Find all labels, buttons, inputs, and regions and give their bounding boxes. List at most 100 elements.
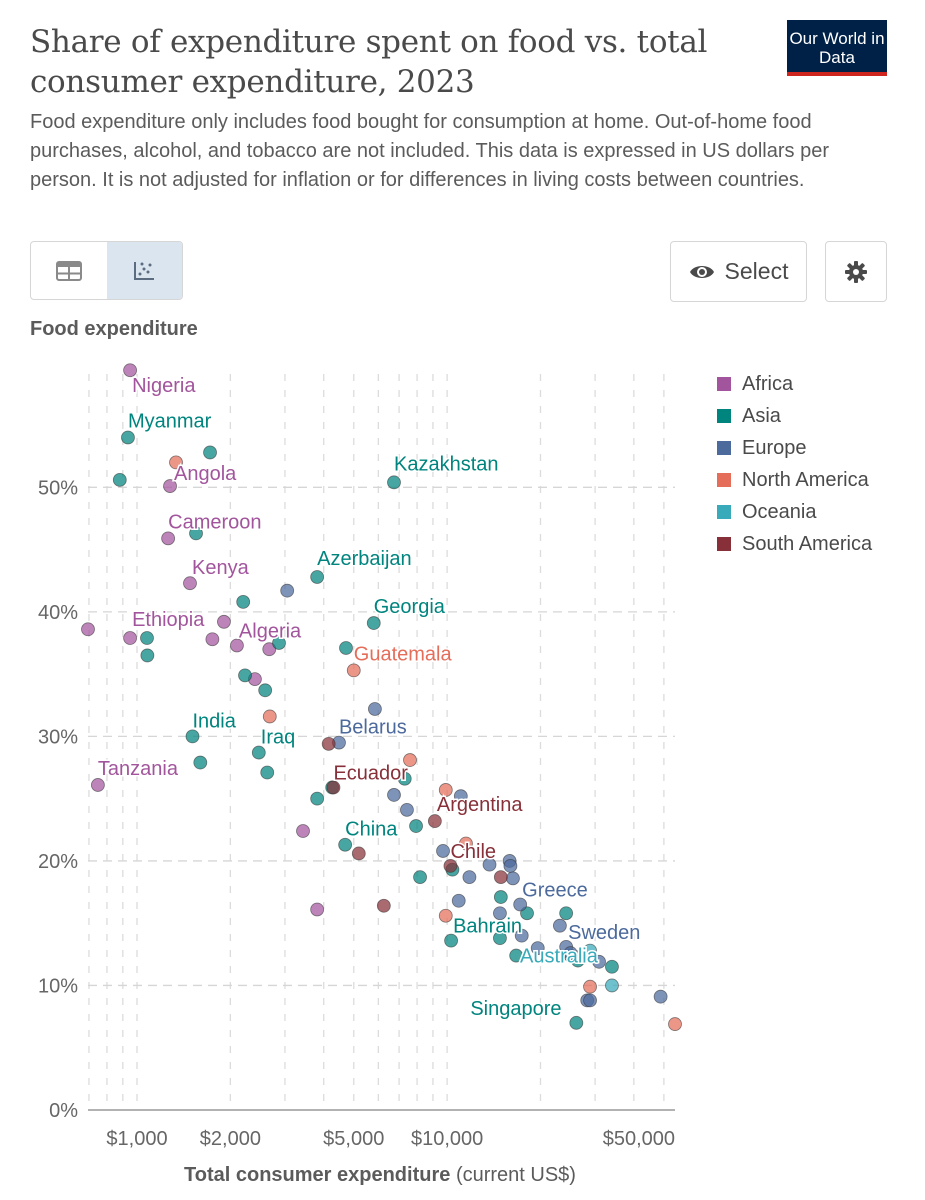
data-points [81, 363, 682, 1031]
data-point [183, 576, 197, 591]
settings-button[interactable] [825, 241, 887, 302]
chart-title: Share of expenditure spent on food vs. t… [30, 24, 708, 100]
data-point [493, 890, 508, 904]
point-label: Tanzania [98, 758, 179, 780]
x-axis-title-main: Total consumer expenditure [184, 1164, 451, 1186]
data-point [280, 583, 295, 598]
data-point [520, 906, 534, 921]
data-point [436, 844, 450, 858]
tab-chart[interactable] [106, 242, 182, 299]
gear-icon [845, 260, 867, 283]
point-label: Iraq [261, 727, 295, 749]
data-point [248, 672, 262, 686]
data-point [653, 989, 668, 1004]
owid-logo[interactable]: Our World in Data [787, 20, 887, 76]
legend-swatch [717, 441, 731, 455]
data-point [310, 791, 325, 806]
legend-item[interactable]: North America [717, 464, 872, 496]
point-label: Guatemala [354, 643, 453, 665]
data-point [509, 948, 524, 963]
y-axis-title: Food expenditure [30, 318, 198, 340]
point-label: Kazakhstan [394, 453, 499, 475]
data-point [325, 780, 340, 795]
legend-label: Asia [742, 404, 781, 427]
table-icon [55, 260, 82, 281]
data-point [592, 954, 606, 969]
legend-label: North America [742, 468, 869, 491]
data-point [90, 778, 105, 792]
point-label: Belarus [339, 717, 407, 739]
legend-item[interactable]: Europe [717, 432, 872, 464]
data-point [563, 948, 578, 963]
data-point [409, 819, 423, 833]
data-point [583, 993, 597, 1008]
data-point [583, 943, 597, 958]
data-point [493, 906, 507, 921]
point-label: Australia [520, 946, 599, 968]
data-point [185, 729, 200, 744]
data-point [445, 862, 460, 877]
data-point [169, 455, 183, 470]
point-label: Bahrain [453, 916, 522, 938]
data-point [443, 859, 458, 873]
x-tick-label: $1,000 [106, 1128, 167, 1150]
data-point [112, 472, 127, 487]
data-point [338, 837, 353, 852]
data-point [459, 836, 473, 851]
legend-item[interactable]: Oceania [717, 496, 872, 528]
data-point [368, 702, 382, 716]
data-point [163, 479, 177, 493]
legend-swatch [717, 409, 731, 423]
legend-swatch [717, 473, 731, 487]
data-point [552, 918, 567, 933]
point-label: Myanmar [128, 410, 212, 432]
point-label: Sweden [568, 922, 640, 944]
point-label: Kenya [192, 557, 250, 579]
point-label: Cameroon [168, 511, 261, 533]
data-point [570, 953, 585, 968]
point-label: Algeria [239, 620, 302, 642]
data-point [413, 870, 427, 885]
legend-label: Europe [742, 436, 807, 459]
y-tick-label: 0% [49, 1100, 78, 1122]
data-point [236, 594, 251, 609]
y-tick-label: 30% [38, 726, 78, 748]
data-point [572, 949, 587, 964]
y-tick-label: 40% [38, 602, 78, 624]
data-point [366, 616, 381, 630]
point-label: Georgia [374, 596, 446, 618]
data-point [451, 893, 466, 908]
x-tick-label: $2,000 [200, 1128, 261, 1150]
x-tick-label: $5,000 [323, 1128, 384, 1150]
data-point [605, 959, 619, 974]
point-label: Argentina [437, 794, 523, 816]
tab-table[interactable] [31, 242, 107, 299]
data-point [403, 753, 417, 767]
data-point [427, 814, 442, 828]
legend-item[interactable]: Africa [717, 368, 872, 400]
data-point [339, 641, 353, 655]
chart-subtitle: Food expenditure only includes food boug… [30, 111, 829, 191]
legend-label: South America [742, 532, 873, 555]
data-point [310, 902, 325, 917]
legend-item[interactable]: Asia [717, 400, 872, 432]
data-point [140, 631, 154, 645]
select-button[interactable]: Select [670, 241, 807, 302]
data-point [262, 642, 277, 657]
data-point [217, 614, 231, 629]
x-tick-label: $50,000 [603, 1128, 675, 1150]
x-axis-title-unit: (current US$) [455, 1164, 576, 1186]
data-point [506, 871, 520, 886]
data-point [272, 636, 286, 650]
data-point [140, 648, 155, 663]
data-point [332, 735, 346, 750]
data-point [605, 978, 619, 993]
data-point [438, 908, 453, 923]
data-point [346, 663, 361, 678]
scatter-chart-icon [134, 261, 155, 280]
data-point [503, 859, 518, 873]
point-labels: Nigeria Angola Cameroon Kenya Ethiopia Algeri… [96, 374, 642, 1022]
data-point [351, 846, 366, 861]
legend-item[interactable]: South America [717, 528, 872, 560]
data-point [123, 631, 137, 645]
